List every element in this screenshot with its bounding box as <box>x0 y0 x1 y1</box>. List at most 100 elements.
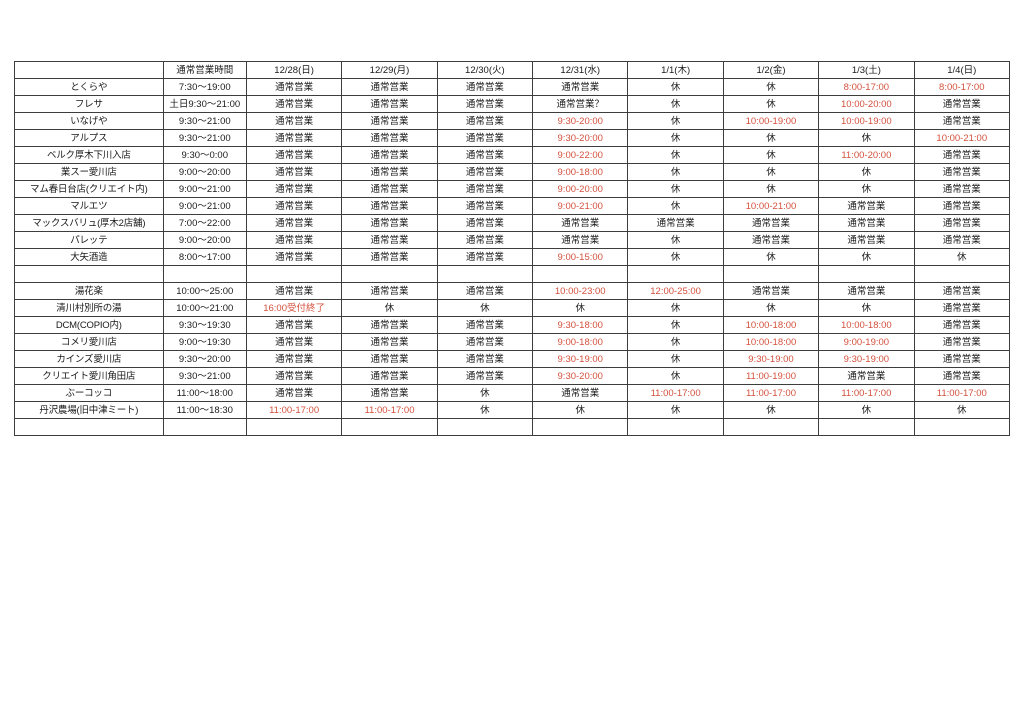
schedule-cell-d0102: 10:00-19:00 <box>722 112 820 130</box>
store-name-cell: パレッテ <box>14 231 164 249</box>
table-row: 業スー愛川店 9:00〜20:00 通常営業 通常営業 通常営業 9:00-18:00 休休… <box>14 163 1011 181</box>
schedule-cell-d1230: 通常営業 <box>436 197 534 215</box>
schedule-cell-d1229: 通常営業 <box>341 180 438 198</box>
schedule-cell-d0101: 休 <box>627 367 724 385</box>
schedule-cell-d0102: 10:00-18:00 <box>722 333 820 351</box>
schedule-cell-d1230: 通常営業 <box>436 316 534 334</box>
store-name-cell: マルエツ <box>14 197 164 215</box>
schedule-cell-d0103: 11:00-20:00 <box>818 146 915 164</box>
schedule-cell-d0103: 通常営業 <box>818 367 915 385</box>
schedule-cell-d0103: 休 <box>818 180 915 198</box>
regular-hours-cell: 9:00〜19:30 <box>162 333 247 351</box>
schedule-cell-d0102: 休 <box>722 180 820 198</box>
schedule-cell-d0102: 通常営業 <box>722 231 820 249</box>
schedule-cell-d0104: 通常営業 <box>913 163 1011 181</box>
schedule-cell-d1231: 9:00-20:00 <box>532 180 629 198</box>
schedule-cell-d1229: 通常営業 <box>341 367 438 385</box>
schedule-cell-d1230: 通常営業 <box>436 350 534 368</box>
schedule-cell-d0104: 通常営業 <box>913 282 1011 300</box>
schedule-cell-d0102: 10:00-21:00 <box>722 197 820 215</box>
schedule-cell-d0101: 休 <box>627 316 724 334</box>
store-name-cell: 業スー愛川店 <box>14 163 164 181</box>
schedule-cell-d0101: 11:00-17:00 <box>627 384 724 402</box>
business-hours-table: 通常営業時間 12/28(日) 12/29(月) 12/30(火) 12/31(水) 1/… <box>14 61 1011 436</box>
schedule-cell-d1229: 通常営業 <box>341 197 438 215</box>
schedule-cell-d0104: 通常営業 <box>913 367 1011 385</box>
schedule-cell-d0104: 通常営業 <box>913 197 1011 215</box>
schedule-cell-d0101: 休 <box>627 333 724 351</box>
store-name-cell: 清川村別所の湯 <box>14 299 164 317</box>
header-date-d0101: 1/1(木) <box>627 61 724 79</box>
schedule-cell-d1231: 通常営業 <box>532 214 629 232</box>
schedule-cell-d1231: 10:00-23:00 <box>532 282 629 300</box>
store-name-cell: とくらや <box>14 78 164 96</box>
schedule-cell-d0104: 通常営業 <box>913 299 1011 317</box>
regular-hours-cell: 11:00〜18:00 <box>162 384 247 402</box>
schedule-cell-d0101: 休 <box>627 146 724 164</box>
schedule-cell-d0102: 休 <box>722 78 820 96</box>
schedule-cell-d0103: 休 <box>818 129 915 147</box>
regular-hours-cell: 9:30〜0:00 <box>162 146 247 164</box>
schedule-cell-d0104: 通常営業 <box>913 214 1011 232</box>
regular-hours-cell: 9:00〜21:00 <box>162 197 247 215</box>
regular-hours-cell: 9:30〜19:30 <box>162 316 247 334</box>
table-separator-row <box>14 418 1011 436</box>
schedule-cell-d0103: 通常営業 <box>818 231 915 249</box>
table-row: ベルク厚木下川入店 9:30〜0:00 通常営業 通常営業 通常営業 9:00-22:00… <box>14 146 1011 164</box>
schedule-cell-d0103: 10:00-18:00 <box>818 316 915 334</box>
schedule-cell-d0103: 休 <box>818 299 915 317</box>
schedule-cell-d1230 <box>436 418 534 436</box>
schedule-cell-d0101: 休 <box>627 78 724 96</box>
schedule-cell-d1229: 通常営業 <box>341 231 438 249</box>
regular-hours-cell: 7:00〜22:00 <box>162 214 247 232</box>
regular-hours-cell: 9:00〜21:00 <box>162 180 247 198</box>
schedule-cell-d0101: 休 <box>627 112 724 130</box>
schedule-cell-d0102 <box>722 265 820 283</box>
schedule-cell-d0103: 10:00-19:00 <box>818 112 915 130</box>
header-date-d1229: 12/29(月) <box>341 61 438 79</box>
schedule-cell-d0101: 12:00-25:00 <box>627 282 724 300</box>
schedule-cell-d1228: 通常営業 <box>245 384 343 402</box>
regular-hours-cell: 10:00〜21:00 <box>162 299 247 317</box>
store-name-cell: コメリ愛川店 <box>14 333 164 351</box>
store-name-cell: 丹沢農場(旧中津ミート) <box>14 401 164 419</box>
table-row: 大矢酒造 8:00〜17:00 通常営業 通常営業 通常営業 9:00-15:00 休休休休 <box>14 248 1011 266</box>
schedule-cell-d0103: 11:00-17:00 <box>818 384 915 402</box>
schedule-cell-d0101: 休 <box>627 231 724 249</box>
header-date-d1230: 12/30(火) <box>436 61 534 79</box>
table-row: DCM(COPIO内) 9:30〜19:30 通常営業 通常営業 通常営業 9:30-18… <box>14 316 1011 334</box>
schedule-cell-d0101 <box>627 418 724 436</box>
regular-hours-cell: 9:30〜21:00 <box>162 129 247 147</box>
schedule-cell-d1228 <box>245 265 343 283</box>
schedule-cell-d0104: 通常営業 <box>913 231 1011 249</box>
schedule-cell-d0102 <box>722 418 820 436</box>
schedule-cell-d0104: 通常営業 <box>913 350 1011 368</box>
schedule-cell-d1229: 通常営業 <box>341 95 438 113</box>
schedule-cell-d1228: 通常営業 <box>245 163 343 181</box>
regular-hours-cell: 土日9:30〜21:00 <box>162 95 247 113</box>
schedule-cell-d1231: 9:00-22:00 <box>532 146 629 164</box>
header-date-d0104: 1/4(日) <box>913 61 1011 79</box>
store-name-cell <box>14 418 164 436</box>
schedule-cell-d1228: 通常営業 <box>245 333 343 351</box>
schedule-cell-d1230: 通常営業 <box>436 214 534 232</box>
schedule-cell-d1229: 通常営業 <box>341 350 438 368</box>
schedule-cell-d0102: 休 <box>722 248 820 266</box>
schedule-cell-d1228: 通常営業 <box>245 95 343 113</box>
schedule-cell-d0101: 休 <box>627 197 724 215</box>
schedule-cell-d0103: 10:00-20:00 <box>818 95 915 113</box>
schedule-cell-d0101: 休 <box>627 401 724 419</box>
schedule-cell-d0102: 通常営業 <box>722 282 820 300</box>
schedule-cell-d1229: 通常営業 <box>341 146 438 164</box>
schedule-cell-d0102: 11:00-19:00 <box>722 367 820 385</box>
schedule-cell-d1230: 休 <box>436 401 534 419</box>
regular-hours-cell: 11:00〜18:30 <box>162 401 247 419</box>
schedule-cell-d1228: 通常営業 <box>245 282 343 300</box>
schedule-cell-d1231: 休 <box>532 401 629 419</box>
schedule-cell-d0102: 休 <box>722 95 820 113</box>
schedule-cell-d1230: 休 <box>436 384 534 402</box>
schedule-cell-d0103: 休 <box>818 401 915 419</box>
table-row: いなげや 9:30〜21:00 通常営業 通常営業 通常営業 9:30-20:00 休 10:… <box>14 112 1011 130</box>
schedule-cell-d0104: 通常営業 <box>913 333 1011 351</box>
schedule-cell-d1230: 通常営業 <box>436 180 534 198</box>
